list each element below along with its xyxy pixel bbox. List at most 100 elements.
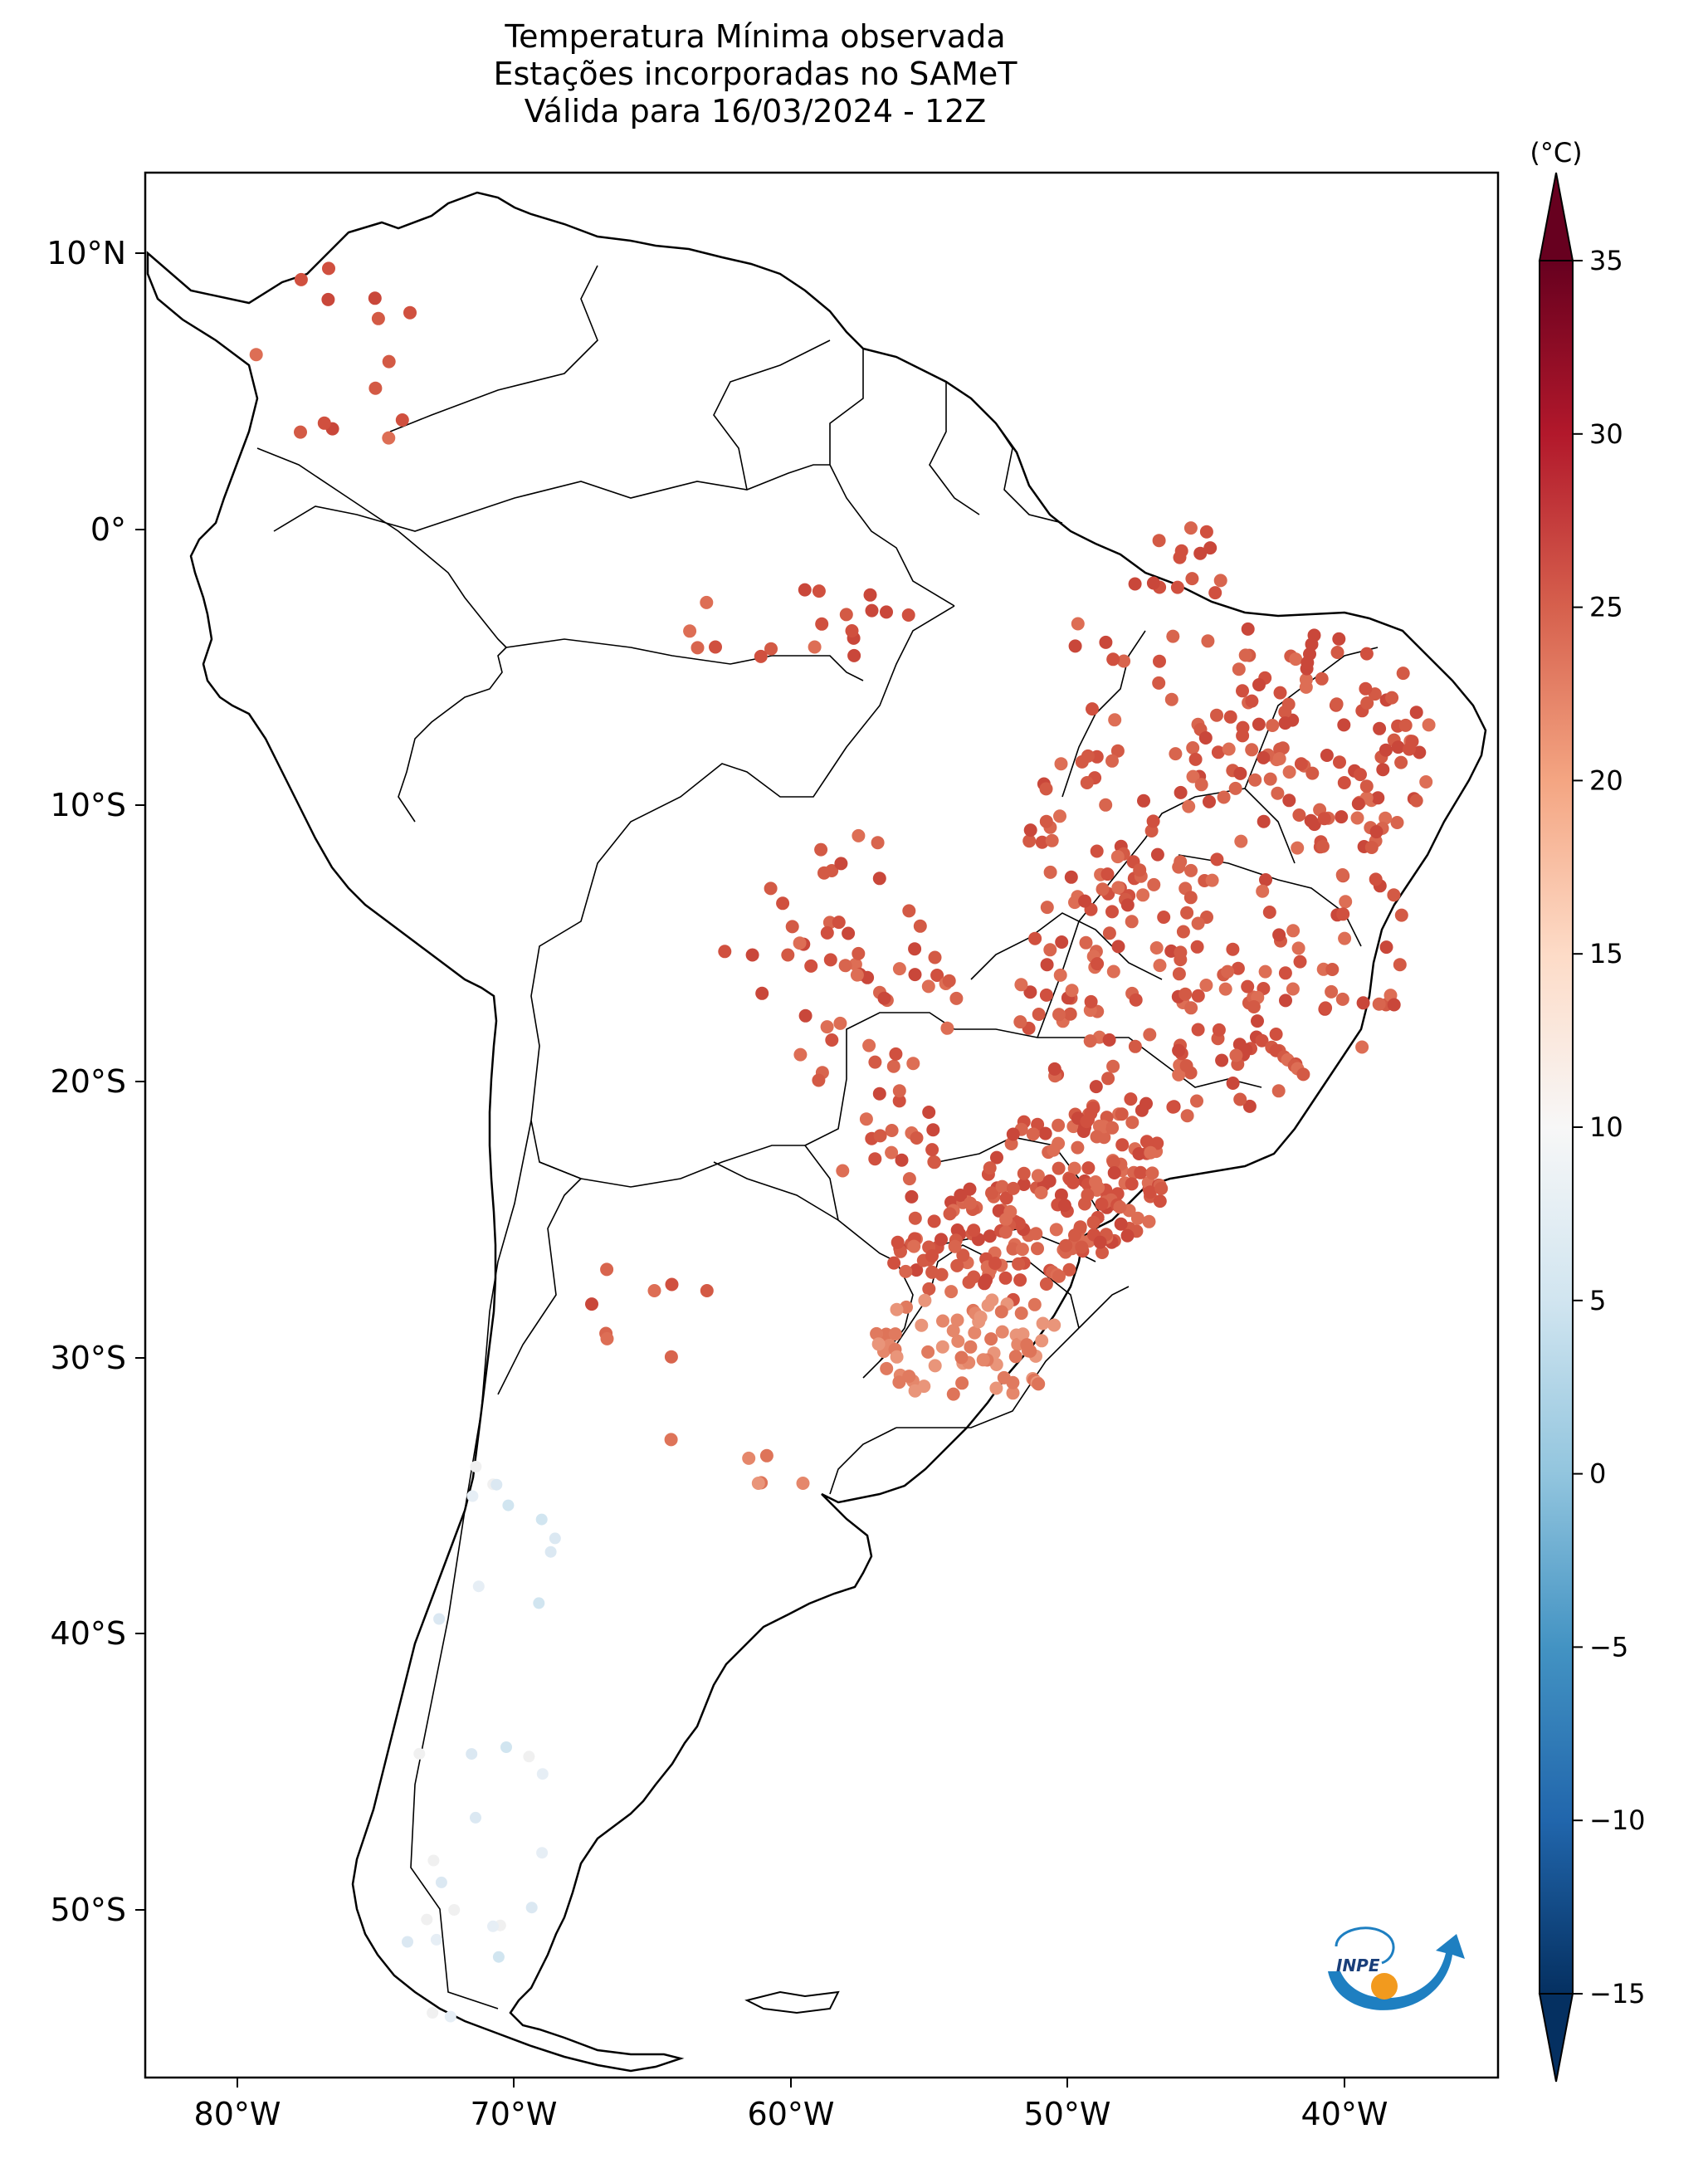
- colorbar-tick-label: −10: [1589, 1804, 1646, 1836]
- station-marker: [995, 1179, 1009, 1194]
- station-marker: [1105, 1121, 1120, 1135]
- station-marker: [1282, 794, 1296, 808]
- station-marker: [1099, 635, 1113, 649]
- station-marker: [1305, 766, 1320, 780]
- station-marker: [1236, 729, 1250, 743]
- station-marker: [808, 640, 822, 654]
- station-marker: [1422, 718, 1436, 732]
- station-marker: [1117, 654, 1131, 668]
- station-marker: [1034, 1186, 1048, 1199]
- station-marker: [1355, 1040, 1369, 1054]
- station-marker: [1052, 1008, 1066, 1022]
- station-marker: [1125, 1116, 1139, 1130]
- station-marker: [1271, 1084, 1286, 1098]
- station-marker: [664, 1350, 678, 1364]
- station-marker: [1269, 1028, 1283, 1041]
- y-axis-ticks: [135, 252, 145, 1911]
- station-marker: [1084, 994, 1098, 1008]
- station-marker: [1210, 852, 1224, 867]
- station-marker: [1013, 1015, 1027, 1029]
- station-marker: [820, 925, 834, 940]
- station-marker: [902, 1172, 916, 1186]
- station-marker: [1091, 957, 1105, 971]
- station-marker: [948, 1239, 962, 1253]
- station-marker: [1035, 835, 1049, 849]
- station-marker: [1234, 834, 1248, 848]
- station-marker: [1281, 697, 1296, 711]
- x-tick-label: 50°W: [1024, 2096, 1111, 2132]
- colorbar-tick-label: 35: [1589, 245, 1623, 276]
- station-marker: [1015, 1243, 1029, 1257]
- station-marker: [888, 1327, 902, 1341]
- station-marker: [544, 1546, 557, 1558]
- station-marker: [890, 1302, 904, 1316]
- station-marker: [908, 1211, 922, 1225]
- station-marker: [1013, 1273, 1027, 1287]
- station-marker: [1258, 964, 1272, 979]
- station-marker: [1186, 769, 1200, 784]
- station-marker: [994, 1305, 1008, 1319]
- station-marker: [962, 1275, 976, 1289]
- station-marker: [1325, 963, 1340, 976]
- station-marker: [899, 1264, 913, 1278]
- station-marker: [798, 1008, 813, 1023]
- station-marker: [1146, 576, 1160, 590]
- station-marker: [1052, 1269, 1066, 1283]
- station-marker: [368, 381, 383, 395]
- station-marker: [1413, 745, 1427, 759]
- station-marker: [1215, 1053, 1229, 1067]
- station-marker: [742, 1451, 756, 1465]
- station-marker: [321, 292, 335, 306]
- station-marker: [665, 1277, 679, 1292]
- station-marker: [1120, 898, 1135, 912]
- station-marker: [525, 1902, 538, 1914]
- x-tick-label: 60°W: [748, 2096, 835, 2132]
- station-marker: [1062, 1262, 1076, 1277]
- station-marker: [1003, 1204, 1017, 1218]
- station-marker: [1014, 978, 1028, 992]
- station-marker: [926, 1123, 940, 1137]
- station-marker: [871, 836, 885, 850]
- station-marker: [1130, 1211, 1144, 1225]
- station-marker: [1114, 1217, 1128, 1231]
- station-marker: [890, 1350, 904, 1364]
- station-marker: [796, 1477, 810, 1490]
- station-marker: [322, 261, 335, 276]
- station-marker: [1106, 964, 1120, 979]
- station-marker: [1179, 987, 1193, 1001]
- station-marker: [1271, 786, 1285, 800]
- station-marker: [1169, 747, 1183, 761]
- station-marker: [838, 959, 852, 973]
- station-marker: [1035, 1334, 1049, 1348]
- logo-arrow-icon: [1328, 1934, 1465, 2010]
- station-marker: [1128, 577, 1142, 591]
- station-marker: [1052, 1161, 1066, 1175]
- station-marker: [691, 641, 705, 655]
- station-marker: [1016, 1327, 1030, 1341]
- station-marker: [887, 1256, 901, 1270]
- station-marker: [403, 305, 417, 320]
- station-marker: [1090, 844, 1104, 858]
- station-marker: [978, 1277, 992, 1291]
- station-marker: [1006, 1242, 1020, 1256]
- station-marker: [502, 1499, 515, 1511]
- station-marker: [1078, 894, 1092, 908]
- station-marker: [1301, 656, 1315, 670]
- station-marker: [718, 945, 732, 959]
- station-marker: [1150, 847, 1164, 862]
- station-marker: [976, 1353, 990, 1367]
- station-marker: [402, 1936, 413, 1948]
- station-marker: [1409, 706, 1423, 720]
- station-marker: [913, 919, 927, 933]
- station-marker: [1028, 931, 1042, 945]
- colorbar-extend-min: [1538, 1993, 1574, 2083]
- station-marker: [1086, 1101, 1100, 1115]
- station-marker: [921, 1345, 935, 1359]
- station-marker: [1068, 639, 1082, 653]
- station-marker: [1203, 541, 1218, 555]
- station-marker: [998, 1225, 1013, 1239]
- station-marker: [1278, 966, 1292, 980]
- station-marker: [1233, 766, 1247, 780]
- station-marker: [983, 1161, 997, 1175]
- station-marker: [793, 1047, 808, 1062]
